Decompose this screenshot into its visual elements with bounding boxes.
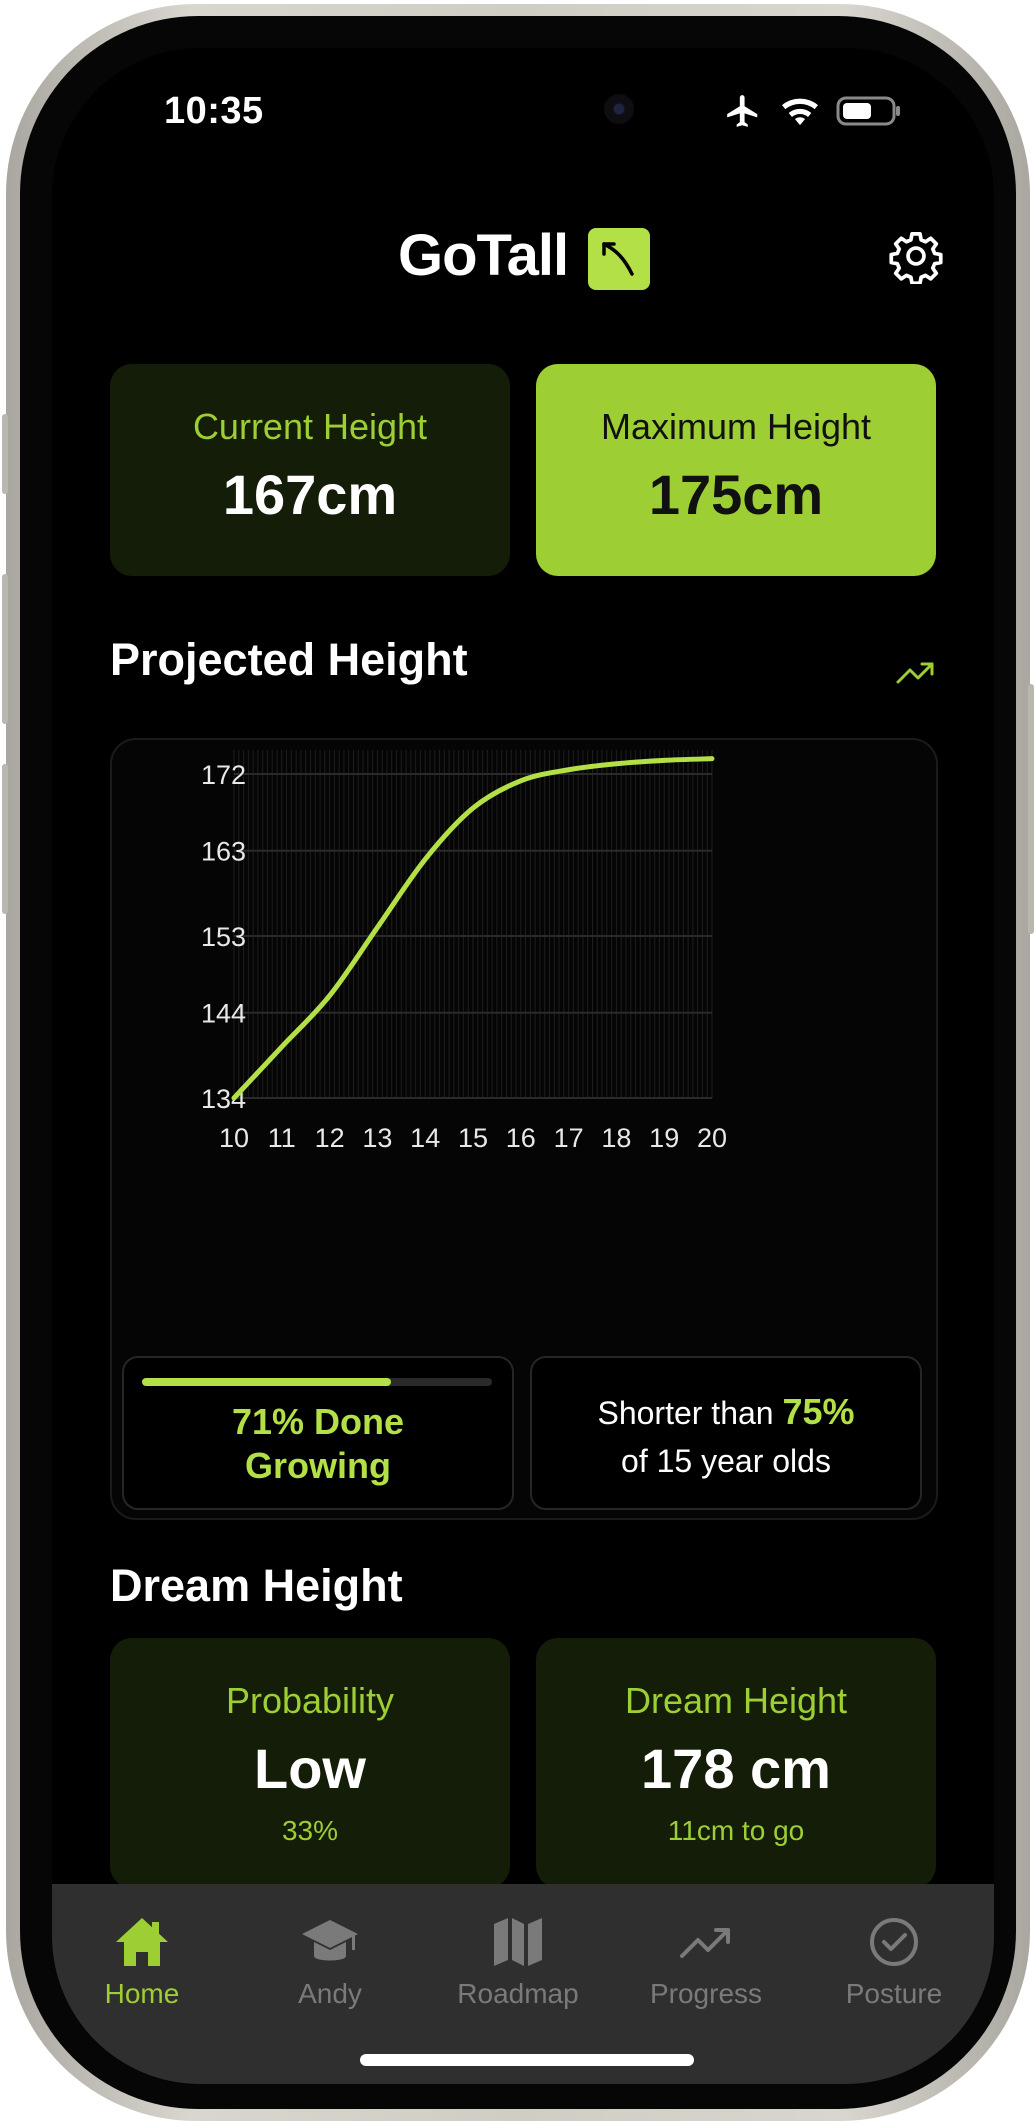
percentile-post: of 15 year olds	[621, 1443, 831, 1479]
dynamic-island	[412, 74, 634, 142]
tab-andy[interactable]: Andy	[240, 1914, 420, 2010]
tab-roadmap[interactable]: Roadmap	[428, 1914, 608, 2010]
chart-x-tick-label: 11	[268, 1123, 296, 1153]
chart-y-tick-label: 144	[201, 999, 246, 1029]
status-bar: 10:35	[52, 48, 994, 178]
trend-up-icon[interactable]	[896, 660, 936, 688]
chart-y-tick-label: 134	[201, 1084, 246, 1114]
growth-progress-box: 71% Done Growing	[122, 1356, 514, 1510]
maximum-height-card[interactable]: Maximum Height 175cm	[536, 364, 936, 576]
percentile-pre: Shorter than	[597, 1395, 774, 1431]
chart-y-tick-label: 172	[201, 760, 246, 790]
chart-x-tick-label: 12	[315, 1123, 345, 1153]
probability-card[interactable]: Probability Low 33%	[110, 1638, 510, 1888]
chart-x-tick-label: 19	[649, 1123, 679, 1153]
chart-x-tick-label: 17	[554, 1123, 584, 1153]
chart-x-tick-labels: 10 11 12 13 14 15 16 17 18 19 20	[219, 1123, 727, 1153]
dream-height-sub: 11cm to go	[667, 1815, 805, 1846]
current-height-card[interactable]: Current Height 167cm	[110, 364, 510, 576]
graduation-cap-icon	[302, 1920, 358, 1961]
logo-arrow-icon	[588, 228, 650, 290]
home-indicator[interactable]	[360, 2054, 694, 2066]
tab-posture[interactable]: Posture	[804, 1914, 984, 2010]
maximum-height-label: Maximum Height	[600, 406, 872, 447]
home-icon	[116, 1918, 168, 1966]
action-button	[2, 414, 8, 494]
growth-progress-fill	[142, 1378, 391, 1386]
chart-x-tick-label: 16	[506, 1123, 536, 1153]
status-time: 10:35	[164, 90, 264, 132]
chart-x-tick-label: 18	[601, 1123, 631, 1153]
tab-home-label: Home	[104, 1978, 180, 2009]
battery-icon	[836, 96, 900, 126]
chart-x-tick-label: 15	[458, 1123, 488, 1153]
probability-value: Low	[254, 1737, 366, 1800]
tab-progress[interactable]: Progress	[616, 1914, 796, 2010]
percentile-box: Shorter than 75% of 15 year olds	[530, 1356, 922, 1510]
chart-grid-vertical	[233, 750, 713, 1098]
checkmark-circle-icon	[870, 1918, 918, 1966]
airplane-icon	[727, 95, 758, 127]
dream-height-card[interactable]: Dream Height 178 cm 11cm to go	[536, 1638, 936, 1888]
maximum-height-value: 175cm	[648, 463, 824, 526]
tab-posture-label: Posture	[845, 1978, 943, 2009]
chart-y-tick-label: 163	[201, 837, 246, 867]
chart-y-tick-labels: 172 163 153 144 134	[201, 760, 246, 1114]
tab-andy-label: Andy	[298, 1978, 362, 2009]
tab-progress-label: Progress	[649, 1978, 763, 2009]
volume-up-button	[2, 574, 8, 724]
chart-x-tick-label: 13	[362, 1123, 392, 1153]
chart-x-tick-label: 20	[697, 1123, 727, 1153]
dream-height-value: 178 cm	[641, 1737, 831, 1800]
tab-roadmap-label: Roadmap	[457, 1978, 579, 2009]
chart-series-line	[231, 756, 715, 1101]
growth-done-line2: Growing	[245, 1445, 391, 1486]
projected-height-chart: 172 163 153 144 134 10 11 12 13 14 15 16 17 18 19 20	[201, 750, 727, 1153]
chart-y-tick-label: 153	[201, 922, 246, 952]
settings-gear-icon[interactable]	[888, 228, 944, 284]
probability-label: Probability	[225, 1680, 395, 1721]
app-logo-text: GoTall	[398, 223, 569, 288]
dream-height-title: Dream Height	[110, 1560, 403, 1611]
percentile-text: Shorter than 75% of 15 year olds	[532, 1388, 920, 1485]
chart-x-tick-label: 14	[410, 1123, 440, 1153]
projected-height-title: Projected Height	[110, 634, 468, 685]
bottom-tab-bar: Home Andy Roadmap Progress Posture	[52, 1884, 994, 2084]
chart-x-tick-label: 10	[219, 1123, 249, 1153]
map-icon	[494, 1918, 542, 1966]
probability-sub: 33%	[281, 1815, 339, 1846]
trend-up-icon	[680, 1928, 730, 1958]
camera-icon	[604, 94, 634, 124]
current-height-label: Current Height	[192, 406, 428, 447]
wifi-icon	[782, 98, 818, 126]
tab-home[interactable]: Home	[52, 1914, 232, 2010]
growth-progress-track	[142, 1378, 492, 1386]
volume-down-button	[2, 764, 8, 914]
growth-done-text: 71% Done Growing	[124, 1400, 512, 1488]
projected-height-chart-card: 172 163 153 144 134 10 11 12 13 14 15 16 17 18 19 20 7…	[110, 738, 938, 1520]
current-height-value: 167cm	[222, 463, 398, 526]
dream-height-label: Dream Height	[624, 1680, 848, 1721]
status-icons	[722, 92, 902, 130]
screen: 10:35 GoTall Current Height 167cm Maximu…	[52, 48, 994, 2084]
app-header: GoTall	[52, 216, 994, 296]
power-button	[1028, 684, 1034, 934]
percentile-value: 75%	[782, 1391, 855, 1432]
growth-done-line1: 71% Done	[231, 1401, 405, 1442]
